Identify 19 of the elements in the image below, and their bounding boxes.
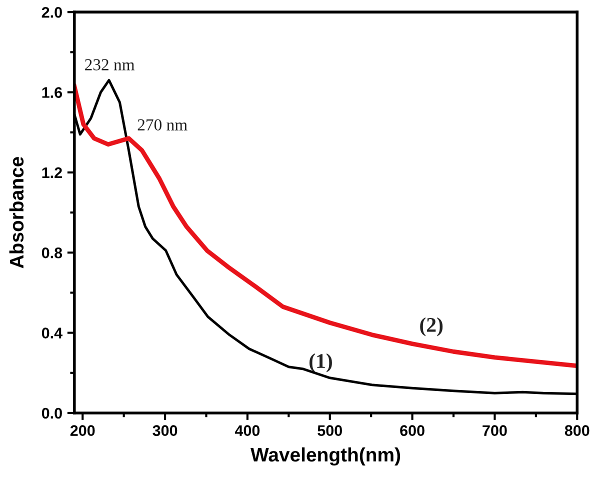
x-tick-label: 600 [400, 425, 424, 436]
annotation: (2) [420, 317, 443, 336]
y-tick-label: 0.0 [42, 408, 62, 419]
annotation: 270 nm [138, 119, 188, 130]
y-tick-label: 1.2 [42, 167, 62, 178]
y-tick-label: 2.0 [42, 6, 62, 18]
x-tick-label: 300 [152, 425, 178, 436]
y-tick-label: 0.4 [42, 328, 62, 338]
y-axis-title: Absorbance [9, 156, 24, 268]
y-tick-label: 0.8 [42, 247, 62, 258]
annotation: (1) [310, 353, 332, 372]
x-tick-label: 200 [70, 425, 95, 436]
x-tick-label: 700 [482, 425, 507, 436]
x-axis-title: Wavelength(nm) [250, 447, 400, 466]
x-tick-label: 500 [318, 425, 342, 436]
y-tick-label: 1.6 [42, 87, 62, 98]
x-tick-label: 400 [234, 425, 260, 436]
annotation: 232 nm [85, 59, 135, 70]
x-tick-label: 800 [564, 425, 590, 436]
